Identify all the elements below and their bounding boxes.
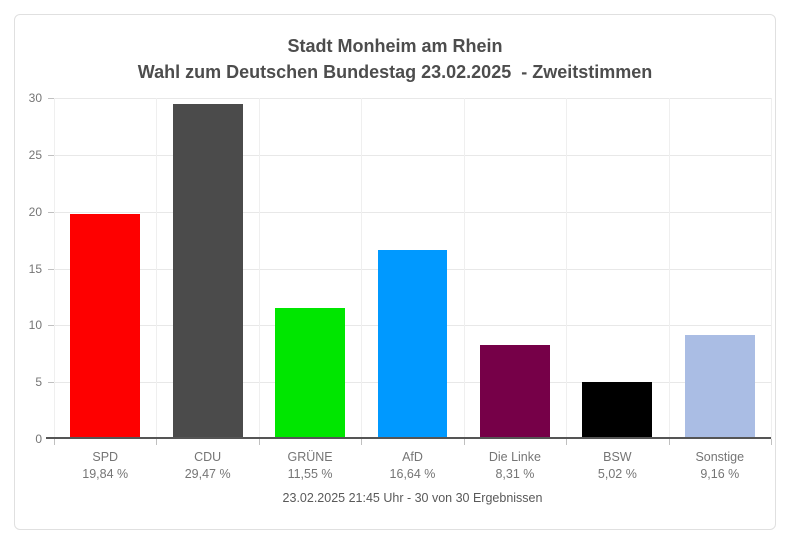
bar-bsw[interactable] bbox=[582, 381, 653, 439]
gridline-vertical bbox=[156, 98, 158, 439]
category-label-gruene: GRÜNE 11,55 % bbox=[259, 449, 361, 483]
gridline-horizontal bbox=[54, 154, 771, 156]
election-chart-panel: Stadt Monheim am Rhein Wahl zum Deutsche… bbox=[14, 14, 776, 530]
category-percent-gruene: 11,55 % bbox=[287, 467, 333, 481]
x-axis-tick bbox=[54, 439, 55, 445]
y-axis-line bbox=[54, 98, 55, 439]
bar-die-linke[interactable] bbox=[479, 344, 550, 439]
y-axis-label: 5 bbox=[35, 375, 42, 390]
bar-cdu[interactable] bbox=[172, 104, 243, 439]
x-axis-baseline bbox=[46, 437, 771, 439]
chart-footer: 23.02.2025 21:45 Uhr - 30 von 30 Ergebni… bbox=[282, 491, 543, 505]
gridline-vertical bbox=[566, 98, 568, 439]
category-percent-die-linke: 8,31 % bbox=[495, 467, 535, 481]
bar-afd[interactable] bbox=[377, 249, 448, 439]
gridline-vertical bbox=[361, 98, 363, 439]
plot-area: 0 5 10 15 20 25 30 SPD 19,84 % CDU 29,47 % GRÜNE 11,… bbox=[29, 91, 772, 481]
y-axis-label: 20 bbox=[28, 204, 42, 219]
gridline-vertical bbox=[771, 98, 772, 439]
x-axis-tick bbox=[361, 439, 363, 445]
y-axis-tick bbox=[48, 325, 54, 327]
y-axis-tick bbox=[48, 98, 54, 99]
y-axis-label: 0 bbox=[35, 432, 42, 446]
y-axis-tick bbox=[48, 268, 54, 270]
gridline-horizontal bbox=[54, 211, 771, 213]
category-percent-afd: 16,64 % bbox=[389, 467, 436, 481]
x-axis-tick bbox=[258, 439, 260, 445]
x-axis-tick bbox=[566, 439, 568, 445]
category-label-die-linke: Die Linke 8,31 % bbox=[464, 449, 566, 483]
chart-title: Stadt Monheim am Rhein Wahl zum Deutsche… bbox=[15, 33, 775, 85]
gridline-horizontal bbox=[54, 98, 771, 99]
x-axis-tick bbox=[668, 439, 670, 445]
category-percent-sonstige: 9,16 % bbox=[700, 467, 740, 481]
category-name-cdu: CDU bbox=[194, 450, 222, 464]
chart-title-line1: Stadt Monheim am Rhein bbox=[287, 36, 503, 56]
category-label-afd: AfD 16,64 % bbox=[361, 449, 463, 483]
category-name-afd: AfD bbox=[402, 450, 423, 464]
category-percent-bsw: 5,02 % bbox=[597, 467, 637, 481]
category-label-sonstige: Sonstige 9,16 % bbox=[669, 449, 771, 483]
gridline-vertical bbox=[463, 98, 465, 439]
category-percent-cdu: 29,47 % bbox=[184, 467, 231, 481]
category-name-sonstige: Sonstige bbox=[695, 450, 745, 464]
category-name-spd: SPD bbox=[92, 450, 119, 464]
category-label-cdu: CDU 29,47 % bbox=[156, 449, 258, 483]
bar-gruene[interactable] bbox=[275, 307, 346, 439]
x-axis-tick bbox=[156, 439, 158, 445]
gridline-vertical bbox=[258, 98, 260, 439]
category-label-spd: SPD 19,84 % bbox=[54, 449, 156, 483]
x-axis-tick bbox=[463, 439, 465, 445]
y-axis-tick bbox=[48, 154, 54, 156]
category-label-bsw: BSW 5,02 % bbox=[566, 449, 668, 483]
y-axis-tick bbox=[48, 382, 54, 384]
chart-title-line2: Wahl zum Deutschen Bundestag 23.02.2025 … bbox=[137, 62, 653, 82]
y-axis-label: 10 bbox=[28, 318, 42, 333]
y-axis-label: 15 bbox=[28, 261, 42, 276]
bar-sonstige[interactable] bbox=[684, 334, 755, 439]
category-name-gruene: GRÜNE bbox=[287, 450, 333, 464]
x-axis-tick bbox=[771, 439, 772, 445]
y-axis-label: 25 bbox=[28, 147, 42, 162]
category-name-die-linke: Die Linke bbox=[488, 450, 541, 464]
bar-spd[interactable] bbox=[70, 213, 141, 439]
y-axis-label: 30 bbox=[28, 91, 42, 105]
category-percent-spd: 19,84 % bbox=[82, 467, 129, 481]
y-axis-tick bbox=[48, 211, 54, 213]
category-name-bsw: BSW bbox=[603, 450, 632, 464]
gridline-vertical bbox=[668, 98, 670, 439]
